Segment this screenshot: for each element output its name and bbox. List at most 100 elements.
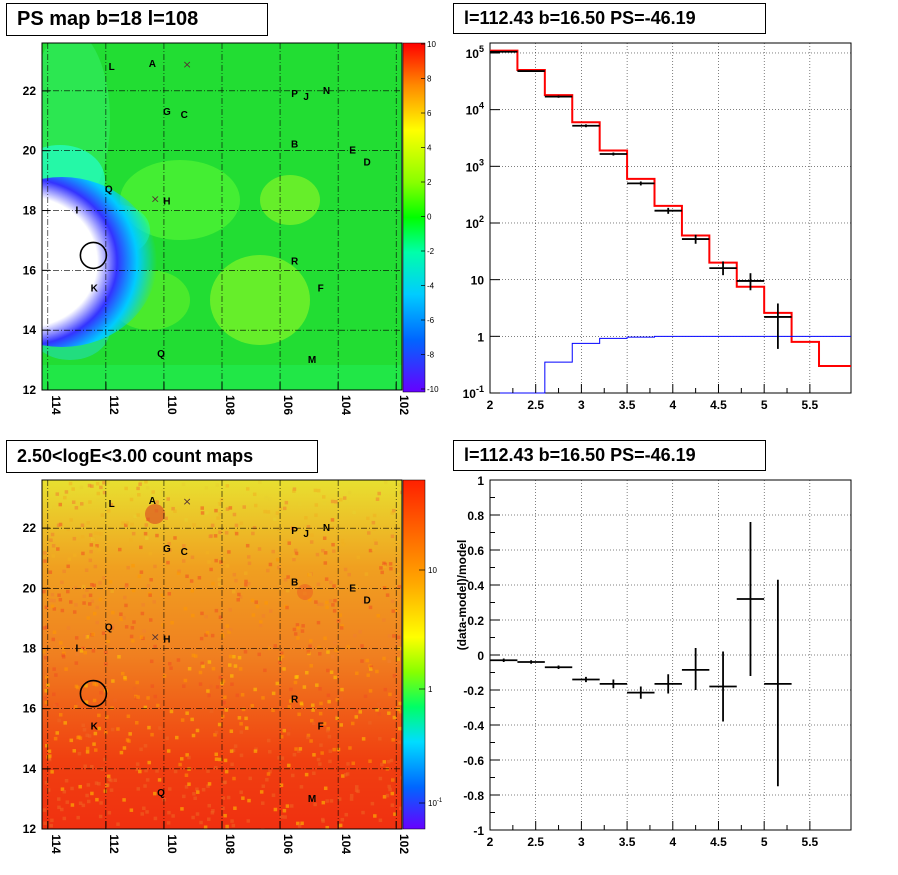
- source-label: B: [291, 577, 298, 588]
- y-tick-label: -1: [473, 824, 484, 838]
- x-tick-label: 104: [339, 395, 353, 415]
- residual-point: [681, 648, 710, 690]
- y-tick-label: 0.8: [467, 509, 484, 523]
- data-point: [681, 234, 710, 244]
- x-tick-label: 106: [281, 395, 295, 415]
- source-label: R: [291, 695, 299, 706]
- source-label: F: [318, 722, 324, 733]
- palette-tick-label: 4: [427, 144, 432, 153]
- target-circle: [79, 241, 108, 270]
- residual-title: l=112.43 b=16.50 PS=-46.19: [453, 440, 766, 471]
- y-tick-label: 1: [477, 330, 484, 344]
- x-tick-label: 106: [281, 834, 295, 854]
- ps-palette-bar: [402, 42, 426, 393]
- x-tick-label: 4.5: [710, 835, 727, 849]
- source-label: P: [291, 526, 298, 537]
- data-point: [709, 261, 737, 276]
- y-tick-label: 12: [23, 383, 37, 397]
- source-label: M: [308, 794, 316, 805]
- source-label: R: [291, 256, 299, 267]
- x-tick-label: 110: [165, 834, 179, 854]
- source-label: E: [349, 146, 356, 157]
- cross-marker-icon: ×: [151, 630, 160, 643]
- ps-map-sources: L A G C P J N B ED Q H I R F K Q M × ×: [75, 58, 370, 366]
- x-tick-label: 2: [487, 835, 494, 849]
- x-tick-label: 2: [487, 398, 494, 412]
- source-label: G: [163, 544, 171, 555]
- source-label: F: [318, 283, 324, 294]
- residual-point: [517, 660, 545, 664]
- source-label: Q: [157, 349, 165, 360]
- x-tick-label: 4.5: [710, 398, 727, 412]
- source-label: I: [75, 206, 78, 217]
- cross-marker-icon: ×: [183, 58, 192, 71]
- source-label: E: [349, 583, 356, 594]
- count-map-panel: L A G C P J N B ED Q H I R F K Q M × × 10 1 10-1 114 112 110 10…: [23, 479, 443, 854]
- y-tick-label: 104: [466, 101, 484, 118]
- y-tick-label: 0: [477, 649, 484, 663]
- x-tick-label: 2.5: [527, 835, 544, 849]
- y-tick-label: 0.4: [467, 579, 484, 593]
- x-tick-label: 5.5: [802, 835, 819, 849]
- y-tick-label: -0.8: [463, 789, 484, 803]
- x-tick-label: 112: [107, 395, 121, 415]
- source-label: D: [364, 595, 371, 606]
- source-label: L: [109, 62, 115, 73]
- x-tick-label: 102: [397, 395, 411, 415]
- model-total-histogram: [490, 49, 851, 367]
- residual-point: [709, 651, 737, 722]
- x-tick-label: 3: [578, 835, 585, 849]
- palette-tick-label: -6: [427, 316, 435, 325]
- x-tick-label: 114: [49, 395, 63, 415]
- x-tick-label: 112: [107, 834, 121, 854]
- x-tick-label: 2.5: [527, 398, 544, 412]
- palette-tick-label: 10: [428, 566, 437, 575]
- palette-tick-label: -4: [427, 282, 435, 291]
- data-point: [544, 95, 573, 98]
- source-label: N: [323, 86, 330, 97]
- data-point: [654, 207, 682, 214]
- residual-point: [599, 679, 628, 689]
- x-tick-label: 3.5: [619, 835, 636, 849]
- y-tick-label: 10: [471, 274, 485, 288]
- y-tick-label: 0.2: [467, 614, 484, 628]
- source-label: C: [181, 547, 188, 558]
- y-tick-label: 102: [466, 214, 484, 231]
- x-tick-label: 5: [761, 835, 768, 849]
- source-label: K: [91, 283, 99, 294]
- spectrum-title: l=112.43 b=16.50 PS=-46.19: [453, 3, 766, 34]
- residual-point: [490, 658, 518, 662]
- source-label: J: [303, 92, 309, 103]
- x-tick-label: 4: [669, 835, 676, 849]
- x-tick-label: 108: [223, 834, 237, 854]
- palette-tick-label: 10-1: [428, 798, 443, 808]
- palette-tick-label: -2: [427, 247, 435, 256]
- palette-tick-label: 6: [427, 109, 432, 118]
- x-tick-label: 3.5: [619, 398, 636, 412]
- x-tick-label: 3: [578, 398, 585, 412]
- y-tick-label: 22: [23, 521, 37, 535]
- y-tick-label: -0.6: [463, 754, 484, 768]
- source-label: Q: [157, 788, 165, 799]
- source-label: P: [291, 89, 298, 100]
- y-tick-label: 1: [477, 474, 484, 488]
- data-point: [572, 124, 600, 128]
- y-tick-label: 20: [23, 581, 37, 595]
- x-tick-label: 4: [669, 398, 676, 412]
- y-tick-label: 16: [23, 702, 37, 716]
- palette-tick-label: -8: [427, 351, 435, 360]
- palette-tick-label: 8: [427, 75, 432, 84]
- source-label: I: [75, 643, 78, 654]
- residual-point: [654, 674, 682, 694]
- residual-point: [627, 686, 655, 699]
- data-point: [517, 70, 545, 72]
- source-label: K: [91, 722, 99, 733]
- palette-tick-label: 0: [427, 213, 432, 222]
- y-tick-label: 20: [23, 144, 37, 158]
- palette-tick-label: 10: [427, 40, 436, 49]
- y-tick-label: 14: [23, 323, 37, 337]
- x-tick-label: 5.5: [802, 398, 819, 412]
- data-point: [627, 181, 655, 186]
